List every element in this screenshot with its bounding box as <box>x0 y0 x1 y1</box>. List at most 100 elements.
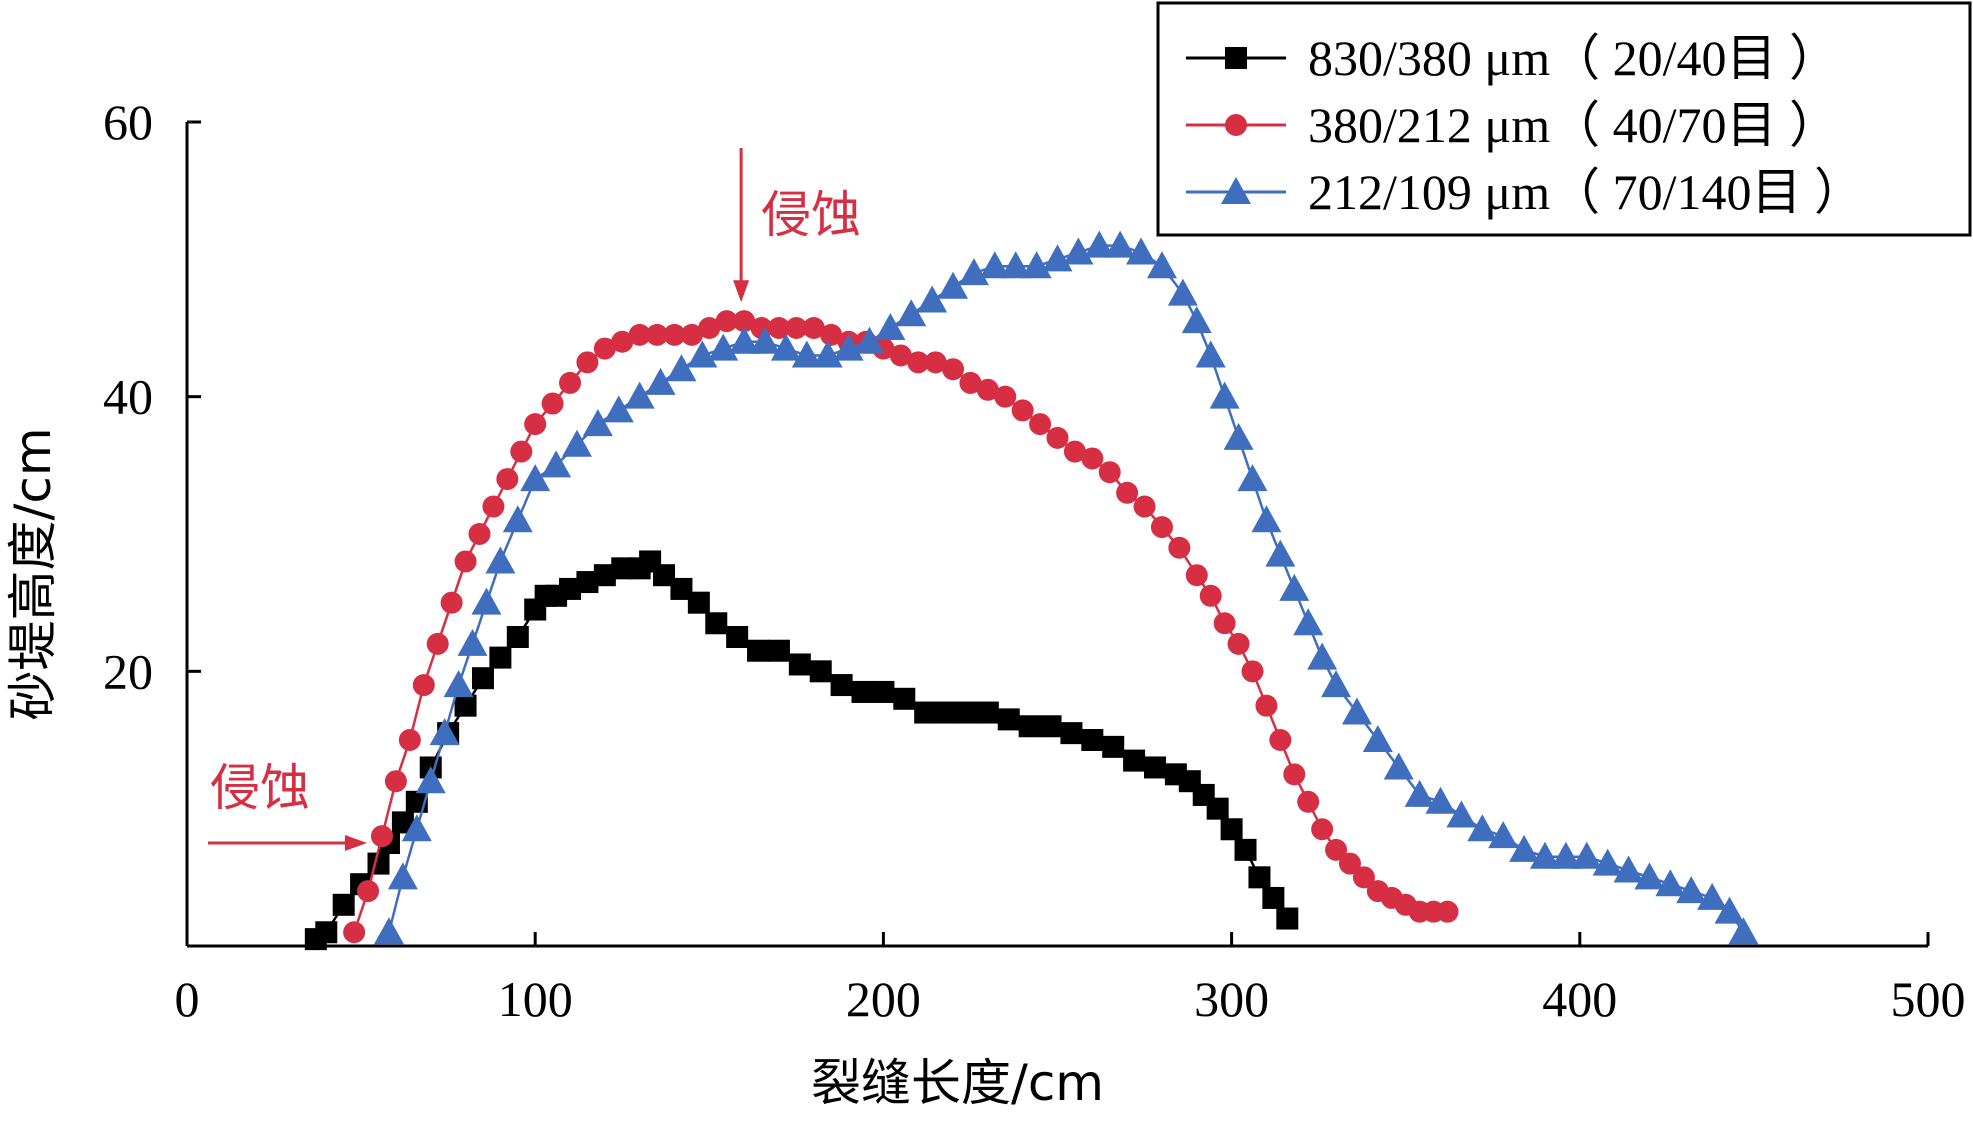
data-point-circle <box>468 523 491 545</box>
legend-label: 830/380 μm（ 20/40目 ） <box>1308 30 1839 86</box>
data-point-square <box>315 921 338 944</box>
data-point-triangle <box>938 271 969 299</box>
data-point-circle <box>1311 818 1334 841</box>
data-point-triangle <box>1221 177 1251 204</box>
data-point-circle <box>1098 461 1121 484</box>
data-point-circle <box>889 344 912 367</box>
x-tick-label: 200 <box>846 971 921 1027</box>
axes <box>185 122 1928 948</box>
data-point-triangle <box>1146 251 1177 279</box>
data-point-triangle <box>645 367 676 395</box>
data-point-circle <box>802 317 825 339</box>
data-point-triangle <box>1362 725 1393 752</box>
data-point-triangle <box>708 333 739 361</box>
data-point-square <box>454 694 477 717</box>
data-point-circle <box>959 371 982 394</box>
annotation-label: 侵蚀 <box>761 186 861 244</box>
x-tick-label: 500 <box>1891 971 1966 1027</box>
data-point-triangle <box>833 333 864 361</box>
data-point-circle <box>496 468 519 491</box>
data-point-triangle <box>1126 237 1157 265</box>
data-point-circle <box>1352 866 1375 889</box>
data-point-square <box>1102 735 1125 758</box>
data-point-triangle <box>1307 642 1338 670</box>
data-point-square <box>1060 722 1083 745</box>
data-point-triangle <box>1042 244 1073 272</box>
data-point-square <box>593 564 616 587</box>
data-point-triangle <box>666 354 697 382</box>
data-point-circle <box>510 440 533 463</box>
data-point-square <box>367 852 390 875</box>
data-point-circle <box>1338 852 1361 875</box>
annotation-erosion-1: 侵蚀 <box>208 759 367 851</box>
data-point-triangle <box>875 313 906 340</box>
data-point-circle <box>440 591 463 614</box>
data-point-circle <box>1011 399 1034 422</box>
data-point-circle <box>426 632 449 655</box>
annotation-arrowhead <box>344 835 367 851</box>
data-point-circle <box>767 317 790 339</box>
data-point-triangle <box>896 299 927 327</box>
data-point-square <box>489 646 512 669</box>
data-point-triangle <box>1404 779 1435 807</box>
data-point-square <box>955 701 978 724</box>
data-point-triangle <box>1697 882 1728 910</box>
y-axis-title: 砂堤高度/cm <box>4 427 62 720</box>
data-point-triangle <box>1195 340 1226 368</box>
y-tick-label: 20 <box>103 643 153 699</box>
data-point-circle <box>1436 900 1459 923</box>
data-point-triangle <box>485 546 516 574</box>
data-point-triangle <box>624 381 655 409</box>
data-point-triangle <box>1021 251 1052 279</box>
data-point-square <box>506 626 529 648</box>
data-point-square <box>1225 47 1247 69</box>
data-point-circle <box>1168 536 1191 559</box>
data-point-triangle <box>603 395 634 423</box>
data-point-circle <box>1225 114 1247 136</box>
data-point-circle <box>482 495 505 518</box>
data-point-square <box>809 660 832 683</box>
data-point-square <box>1234 838 1257 861</box>
data-point-triangle <box>561 429 592 457</box>
x-tick-label: 300 <box>1194 971 1269 1027</box>
data-point-triangle <box>541 450 572 478</box>
data-point-square <box>576 571 599 594</box>
data-point-triangle <box>1251 505 1282 533</box>
data-point-circle <box>1063 440 1086 463</box>
data-point-square <box>788 653 811 676</box>
data-point-square <box>997 708 1020 731</box>
data-point-circle <box>1227 632 1250 655</box>
data-point-square <box>976 701 999 724</box>
data-point-circle <box>384 770 407 793</box>
data-point-triangle <box>1571 841 1602 869</box>
data-point-circle <box>785 317 808 339</box>
data-point-circle <box>1046 426 1069 449</box>
legend: 830/380 μm（ 20/40目 ） 380/212 μm（ 40/70目 ）… <box>1156 1 1972 237</box>
data-point-triangle <box>471 587 502 615</box>
data-point-circle <box>1297 790 1320 813</box>
data-point-circle <box>715 310 738 333</box>
data-point-triangle <box>854 326 885 354</box>
legend-label: 380/212 μm（ 40/70目 ） <box>1308 97 1839 153</box>
legend-label: 212/109 μm（ 70/140目 ） <box>1308 164 1864 220</box>
data-point-triangle <box>429 718 460 746</box>
data-point-triangle <box>1105 230 1136 258</box>
data-point-circle <box>646 323 669 346</box>
data-point-square <box>1018 715 1041 738</box>
data-point-circle <box>1133 495 1156 518</box>
data-point-circle <box>559 371 582 394</box>
ticks: 0 100 200 300 400 500 20 40 60 <box>103 94 1966 1027</box>
series-3 <box>373 230 1759 945</box>
legend-box <box>1156 1 1972 237</box>
data-point-square <box>1039 715 1062 738</box>
data-point-circle <box>628 323 651 346</box>
data-point-triangle <box>401 814 432 842</box>
data-point-circle <box>1199 584 1222 607</box>
data-point-circle <box>1325 838 1348 861</box>
data-point-square <box>1276 907 1299 930</box>
legend-entry-1: 830/380 μm（ 20/40目 ） <box>1186 30 1839 86</box>
data-point-triangle <box>1676 876 1707 904</box>
data-point-triangle <box>582 409 613 437</box>
